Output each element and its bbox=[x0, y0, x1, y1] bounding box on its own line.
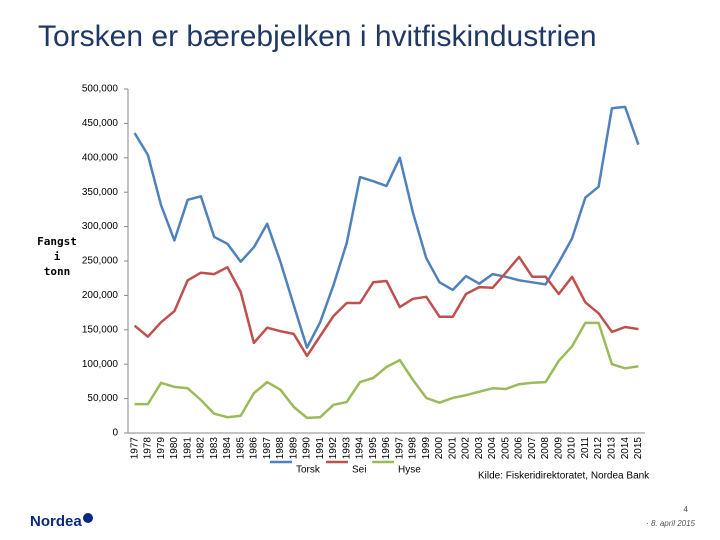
x-tick-label: 1984 bbox=[222, 437, 233, 460]
series-line bbox=[134, 321, 639, 420]
y-tick-label: 100,000 bbox=[82, 359, 119, 370]
x-tick-label: 2006 bbox=[514, 437, 525, 460]
x-tick-label: 2005 bbox=[500, 437, 511, 460]
y-tick-label: 0 bbox=[112, 428, 118, 439]
x-tick-label: 2001 bbox=[447, 437, 458, 460]
x-tick-label: 1977 bbox=[129, 437, 140, 460]
x-tick-label: 2008 bbox=[540, 437, 551, 460]
x-tick-label: 1979 bbox=[156, 437, 167, 460]
x-tick-label: 1988 bbox=[275, 437, 286, 460]
x-tick-label: 1997 bbox=[394, 437, 405, 460]
logo-text: Nordea bbox=[30, 513, 82, 530]
y-tick-label: 200,000 bbox=[82, 290, 119, 301]
y-tick-label: 150,000 bbox=[82, 324, 119, 335]
chart-title: Torsken er bærebjelken i hvitfiskindustr… bbox=[38, 20, 597, 53]
x-tick-label: 1987 bbox=[262, 437, 273, 460]
y-tick-label: 500,000 bbox=[82, 84, 119, 95]
x-tick-label: 1983 bbox=[209, 437, 220, 460]
x-tick-label: 1995 bbox=[368, 437, 379, 460]
series-line bbox=[133, 105, 640, 349]
x-tick-label: 2004 bbox=[487, 437, 498, 460]
x-tick-label: 2010 bbox=[567, 437, 578, 460]
x-tick-label: 2002 bbox=[461, 437, 472, 460]
x-tick-label: 1981 bbox=[182, 437, 193, 460]
legend-label: Sei bbox=[352, 465, 366, 476]
y-tick-label: 400,000 bbox=[82, 152, 119, 163]
logo-icon bbox=[83, 513, 93, 523]
x-tick-label: 1999 bbox=[421, 437, 432, 460]
x-tick-label: 2015 bbox=[633, 437, 644, 460]
legend-label: Torsk bbox=[296, 465, 321, 476]
series-line bbox=[133, 255, 639, 358]
x-tick-label: 1986 bbox=[249, 437, 260, 460]
x-tick-label: 2011 bbox=[580, 437, 591, 459]
x-tick-label: 1980 bbox=[169, 437, 180, 460]
x-tick-label: 1978 bbox=[143, 437, 154, 460]
page-number: 4 bbox=[684, 505, 689, 514]
x-tick-label: 1989 bbox=[288, 437, 299, 460]
source-note: Kilde: Fiskeridirektoratet, Nordea Bank bbox=[478, 471, 650, 482]
x-tick-label: 1990 bbox=[302, 437, 313, 460]
x-tick-label: 2007 bbox=[527, 437, 538, 460]
y-tick-label: 250,000 bbox=[82, 256, 119, 267]
legend-label: Hyse bbox=[398, 465, 421, 476]
logo: Nordea bbox=[30, 513, 93, 530]
y-axis-label: i bbox=[54, 250, 61, 263]
y-axis-label: tonn bbox=[44, 265, 71, 278]
y-tick-label: 450,000 bbox=[82, 118, 119, 129]
x-tick-label: 2012 bbox=[593, 437, 604, 460]
x-tick-label: 2003 bbox=[474, 437, 485, 460]
x-tick-label: 1985 bbox=[235, 437, 246, 460]
y-tick-label: 50,000 bbox=[87, 393, 118, 404]
x-tick-label: 2000 bbox=[434, 437, 445, 460]
x-tick-label: 1996 bbox=[381, 437, 392, 460]
x-tick-label: 1998 bbox=[408, 437, 419, 460]
x-tick-label: 2014 bbox=[620, 437, 631, 460]
x-tick-label: 2013 bbox=[606, 437, 617, 460]
x-tick-label: 1992 bbox=[328, 437, 339, 460]
y-tick-label: 300,000 bbox=[82, 221, 119, 232]
date: · 8. april 2015 bbox=[646, 519, 695, 528]
y-tick-label: 350,000 bbox=[82, 187, 119, 198]
y-axis-label: Fangst bbox=[37, 235, 77, 248]
x-tick-label: 1991 bbox=[315, 437, 326, 460]
x-tick-label: 2009 bbox=[553, 437, 564, 460]
x-tick-label: 1994 bbox=[355, 437, 366, 460]
x-tick-label: 1982 bbox=[196, 437, 207, 460]
x-tick-label: 1993 bbox=[341, 437, 352, 460]
